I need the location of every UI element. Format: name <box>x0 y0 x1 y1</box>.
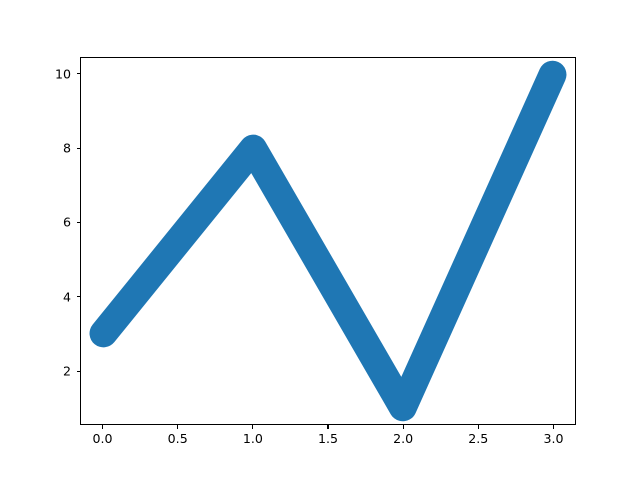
y-tick-label: 10 <box>54 66 71 82</box>
x-tick-mark <box>402 425 404 429</box>
y-tick-mark <box>76 296 80 298</box>
line-series-svg <box>89 60 567 422</box>
y-tick-label: 4 <box>62 289 71 305</box>
x-tick-label: 0.0 <box>92 431 113 446</box>
y-tick-mark <box>76 221 80 223</box>
y-tick-label: 6 <box>62 214 71 230</box>
y-tick-label: 8 <box>62 140 71 156</box>
x-tick-mark <box>101 425 104 429</box>
y-tick-mark <box>76 370 80 372</box>
plot-axes <box>80 57 576 425</box>
x-tick-mark <box>252 425 254 429</box>
x-tick-mark <box>552 425 554 429</box>
x-tick-mark <box>477 425 479 429</box>
x-tick-label: 3.0 <box>543 431 564 446</box>
x-tick-label: 1.5 <box>317 431 339 446</box>
x-tick-label: 1.0 <box>242 431 263 446</box>
x-tick-mark <box>327 425 329 429</box>
y-tick-mark <box>76 73 80 75</box>
y-tick-label: 2 <box>62 363 71 379</box>
x-tick-label: 0.5 <box>167 431 188 446</box>
x-tick-label: 2.5 <box>468 431 489 446</box>
x-tick-label: 2.0 <box>393 431 414 446</box>
y-tick-mark <box>76 147 80 149</box>
x-tick-mark <box>177 425 179 429</box>
line-series-0 <box>89 60 567 422</box>
plot-data-region <box>81 58 575 424</box>
